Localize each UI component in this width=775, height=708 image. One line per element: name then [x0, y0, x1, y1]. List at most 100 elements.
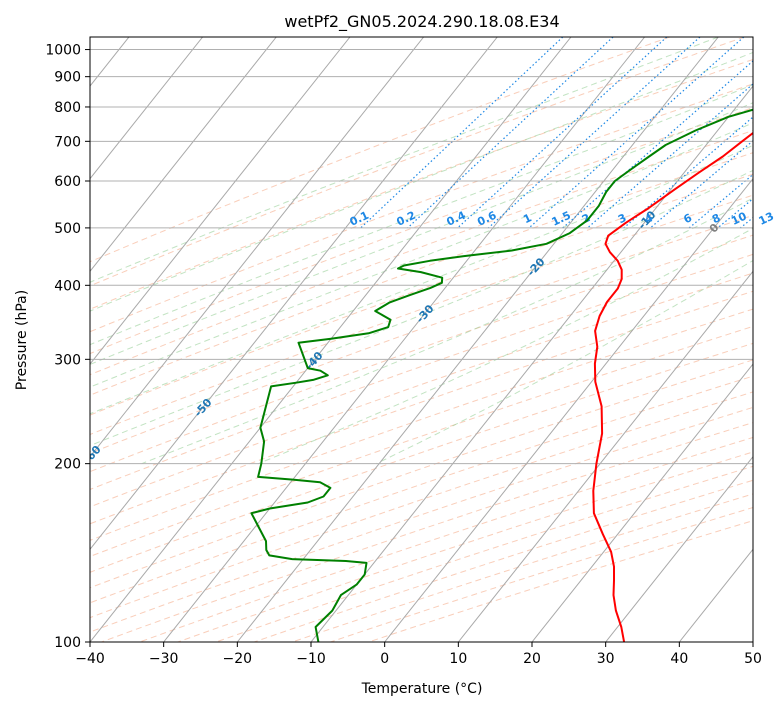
isotherm-label: -30 — [414, 302, 437, 326]
x-axis-ticks: −40 −30 −20 −10 0 10 20 30 40 50 — [75, 642, 762, 667]
isotherm-line — [90, 37, 498, 551]
isotherm-label: -60 — [81, 443, 104, 467]
mixing-ratio-line — [457, 37, 668, 229]
y-tick-label: 800 — [54, 100, 81, 116]
dry-adiabat — [368, 520, 753, 642]
dry-adiabat — [330, 506, 753, 642]
isotherm-line — [457, 270, 753, 642]
x-tick-label: 50 — [744, 651, 762, 667]
mixing-ratio-label: 1.5 — [550, 209, 573, 229]
dry-adiabat — [90, 152, 753, 396]
isotherm-label: -50 — [192, 396, 215, 420]
dry-adiabat — [101, 422, 753, 642]
x-tick-label: 10 — [449, 651, 467, 667]
mixing-ratio-label: 0.4 — [445, 209, 468, 229]
isotherm-line — [236, 37, 719, 642]
x-tick-label: 20 — [523, 651, 541, 667]
y-axis-ticks: 100 200 300 400 500 600 700 800 900 1000 — [45, 43, 90, 651]
moist-adiabat — [141, 197, 753, 465]
dry-adiabat — [215, 465, 753, 642]
y-tick-label: 200 — [54, 457, 81, 473]
y-axis-label: Pressure (hPa) — [14, 290, 30, 390]
mixing-ratio-label: 3 — [616, 211, 628, 226]
dry-adiabat — [90, 214, 753, 454]
moist-adiabat — [375, 259, 753, 465]
mixing-ratio-line — [587, 83, 753, 229]
moist-adiabat — [258, 227, 753, 465]
isotherm-line — [605, 455, 753, 642]
mixing-ratio-label: 1 — [521, 211, 533, 226]
profile-line — [250, 108, 753, 642]
x-tick-label: −20 — [223, 651, 253, 667]
y-tick-label: 300 — [54, 352, 81, 368]
y-tick-label: 1000 — [45, 43, 81, 59]
moist-adiabat — [90, 144, 753, 415]
mixing-ratio-label: 0.2 — [395, 209, 418, 229]
isotherm-label: -20 — [525, 255, 548, 279]
y-tick-label: 600 — [54, 174, 81, 190]
x-tick-label: −40 — [75, 651, 105, 667]
x-axis-label: Temperature (°C) — [361, 681, 483, 697]
x-tick-label: 0 — [380, 651, 389, 667]
dry-adiabat — [90, 173, 753, 416]
mixing-ratio-line — [488, 37, 701, 229]
mixing-ratio-label: 0.1 — [348, 209, 371, 229]
dry-adiabat — [90, 194, 753, 436]
profiles — [250, 108, 753, 642]
x-tick-label: 30 — [597, 651, 615, 667]
mixing-ratio-line — [768, 37, 775, 228]
mixing-ratio-line — [528, 37, 745, 229]
dry-adiabat — [90, 253, 753, 491]
dry-adiabat — [90, 359, 753, 589]
mixing-ratio-label: 10 — [729, 209, 749, 227]
mixing-ratio-line — [623, 116, 753, 229]
chart-title: wetPf2_GN05.2024.290.18.08.E34 — [284, 12, 559, 32]
isotherm-line — [90, 37, 204, 180]
moist-adiabat — [90, 102, 753, 365]
dry-adiabat — [90, 308, 753, 541]
mixing-ratio-line — [407, 37, 614, 229]
mixing-ratio-line — [649, 139, 753, 229]
dry-adiabat — [90, 272, 753, 508]
dry-adiabat — [90, 129, 753, 376]
x-tick-label: −10 — [296, 651, 326, 667]
y-tick-label: 100 — [54, 635, 81, 651]
mixing-ratio-line — [562, 60, 753, 229]
dry-adiabat — [90, 325, 753, 558]
isotherm-line — [90, 37, 425, 458]
moist-adiabat — [90, 51, 753, 312]
background-lines — [90, 37, 775, 642]
x-tick-label: 40 — [670, 651, 688, 667]
dry-adiabat — [90, 406, 753, 633]
profile-line — [592, 131, 753, 642]
moist-adiabat — [90, 37, 719, 283]
moist-adiabat — [90, 122, 753, 388]
y-tick-label: 500 — [54, 221, 81, 237]
mixing-ratio-label: 0.6 — [475, 209, 498, 229]
dry-adiabat — [90, 107, 753, 355]
pressure-grid — [90, 49, 753, 642]
isotherm-line — [163, 37, 646, 642]
y-tick-label: 400 — [54, 278, 81, 294]
isotherm-line — [531, 363, 753, 642]
mixing-ratio-label: 13 — [757, 210, 775, 228]
isotherm-line — [90, 37, 277, 273]
isotherm-line — [384, 177, 753, 642]
isotherm-line — [678, 548, 753, 642]
mixing-ratio-line — [688, 173, 753, 229]
dry-adiabat — [90, 37, 670, 263]
mixing-ratio-label: 6 — [682, 211, 695, 226]
isotherm-line — [310, 85, 753, 642]
x-tick-label: −30 — [149, 651, 179, 667]
dry-adiabat — [90, 37, 745, 287]
dry-adiabat — [90, 342, 753, 573]
y-tick-label: 900 — [54, 70, 81, 86]
dry-adiabat — [90, 58, 753, 310]
dry-adiabat — [90, 391, 753, 619]
dry-adiabat — [90, 234, 753, 473]
moist-adiabat — [90, 84, 753, 346]
dry-adiabat — [90, 290, 753, 525]
plot-frame — [89, 36, 754, 643]
mixing-ratio-line — [360, 37, 564, 229]
